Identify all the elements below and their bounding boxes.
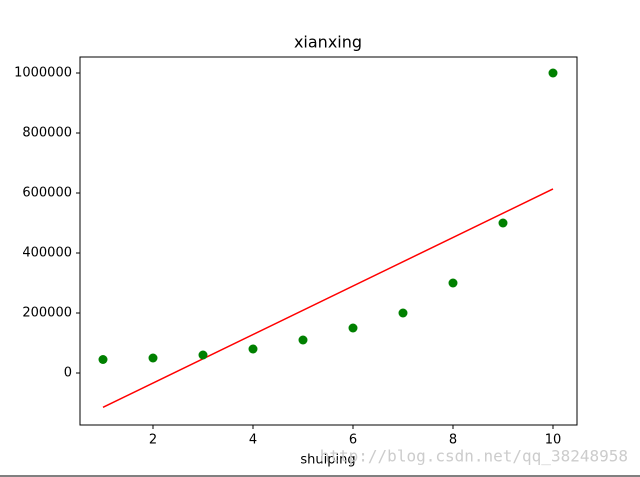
data-point [198, 350, 208, 360]
chart-title: xianxing [294, 33, 362, 52]
data-point [548, 68, 558, 78]
x-tick-label: 6 [349, 433, 357, 448]
x-tick-label: 8 [449, 433, 457, 448]
data-point [348, 323, 358, 333]
x-tick-label: 4 [249, 433, 257, 448]
y-tick-label: 800000 [22, 125, 72, 140]
fit-line [102, 188, 554, 409]
data-point [498, 218, 508, 228]
watermark: http://blog.csdn.net/qq_38248958 [320, 447, 628, 466]
data-point [398, 308, 408, 318]
data-point [448, 278, 458, 288]
data-point [98, 355, 108, 365]
x-tick-label: 2 [149, 433, 157, 448]
y-tick-label: 400000 [22, 246, 72, 261]
y-tick-label: 0 [64, 366, 72, 381]
data-point [298, 335, 308, 345]
plot-frame [79, 56, 578, 426]
data-point [148, 353, 158, 363]
y-tick-label: 1000000 [14, 65, 72, 80]
data-point [248, 344, 258, 354]
y-tick-label: 200000 [22, 306, 72, 321]
y-tick-label: 600000 [22, 185, 72, 200]
x-axis-label: shuiping [300, 453, 355, 468]
x-tick-label: 10 [545, 433, 562, 448]
